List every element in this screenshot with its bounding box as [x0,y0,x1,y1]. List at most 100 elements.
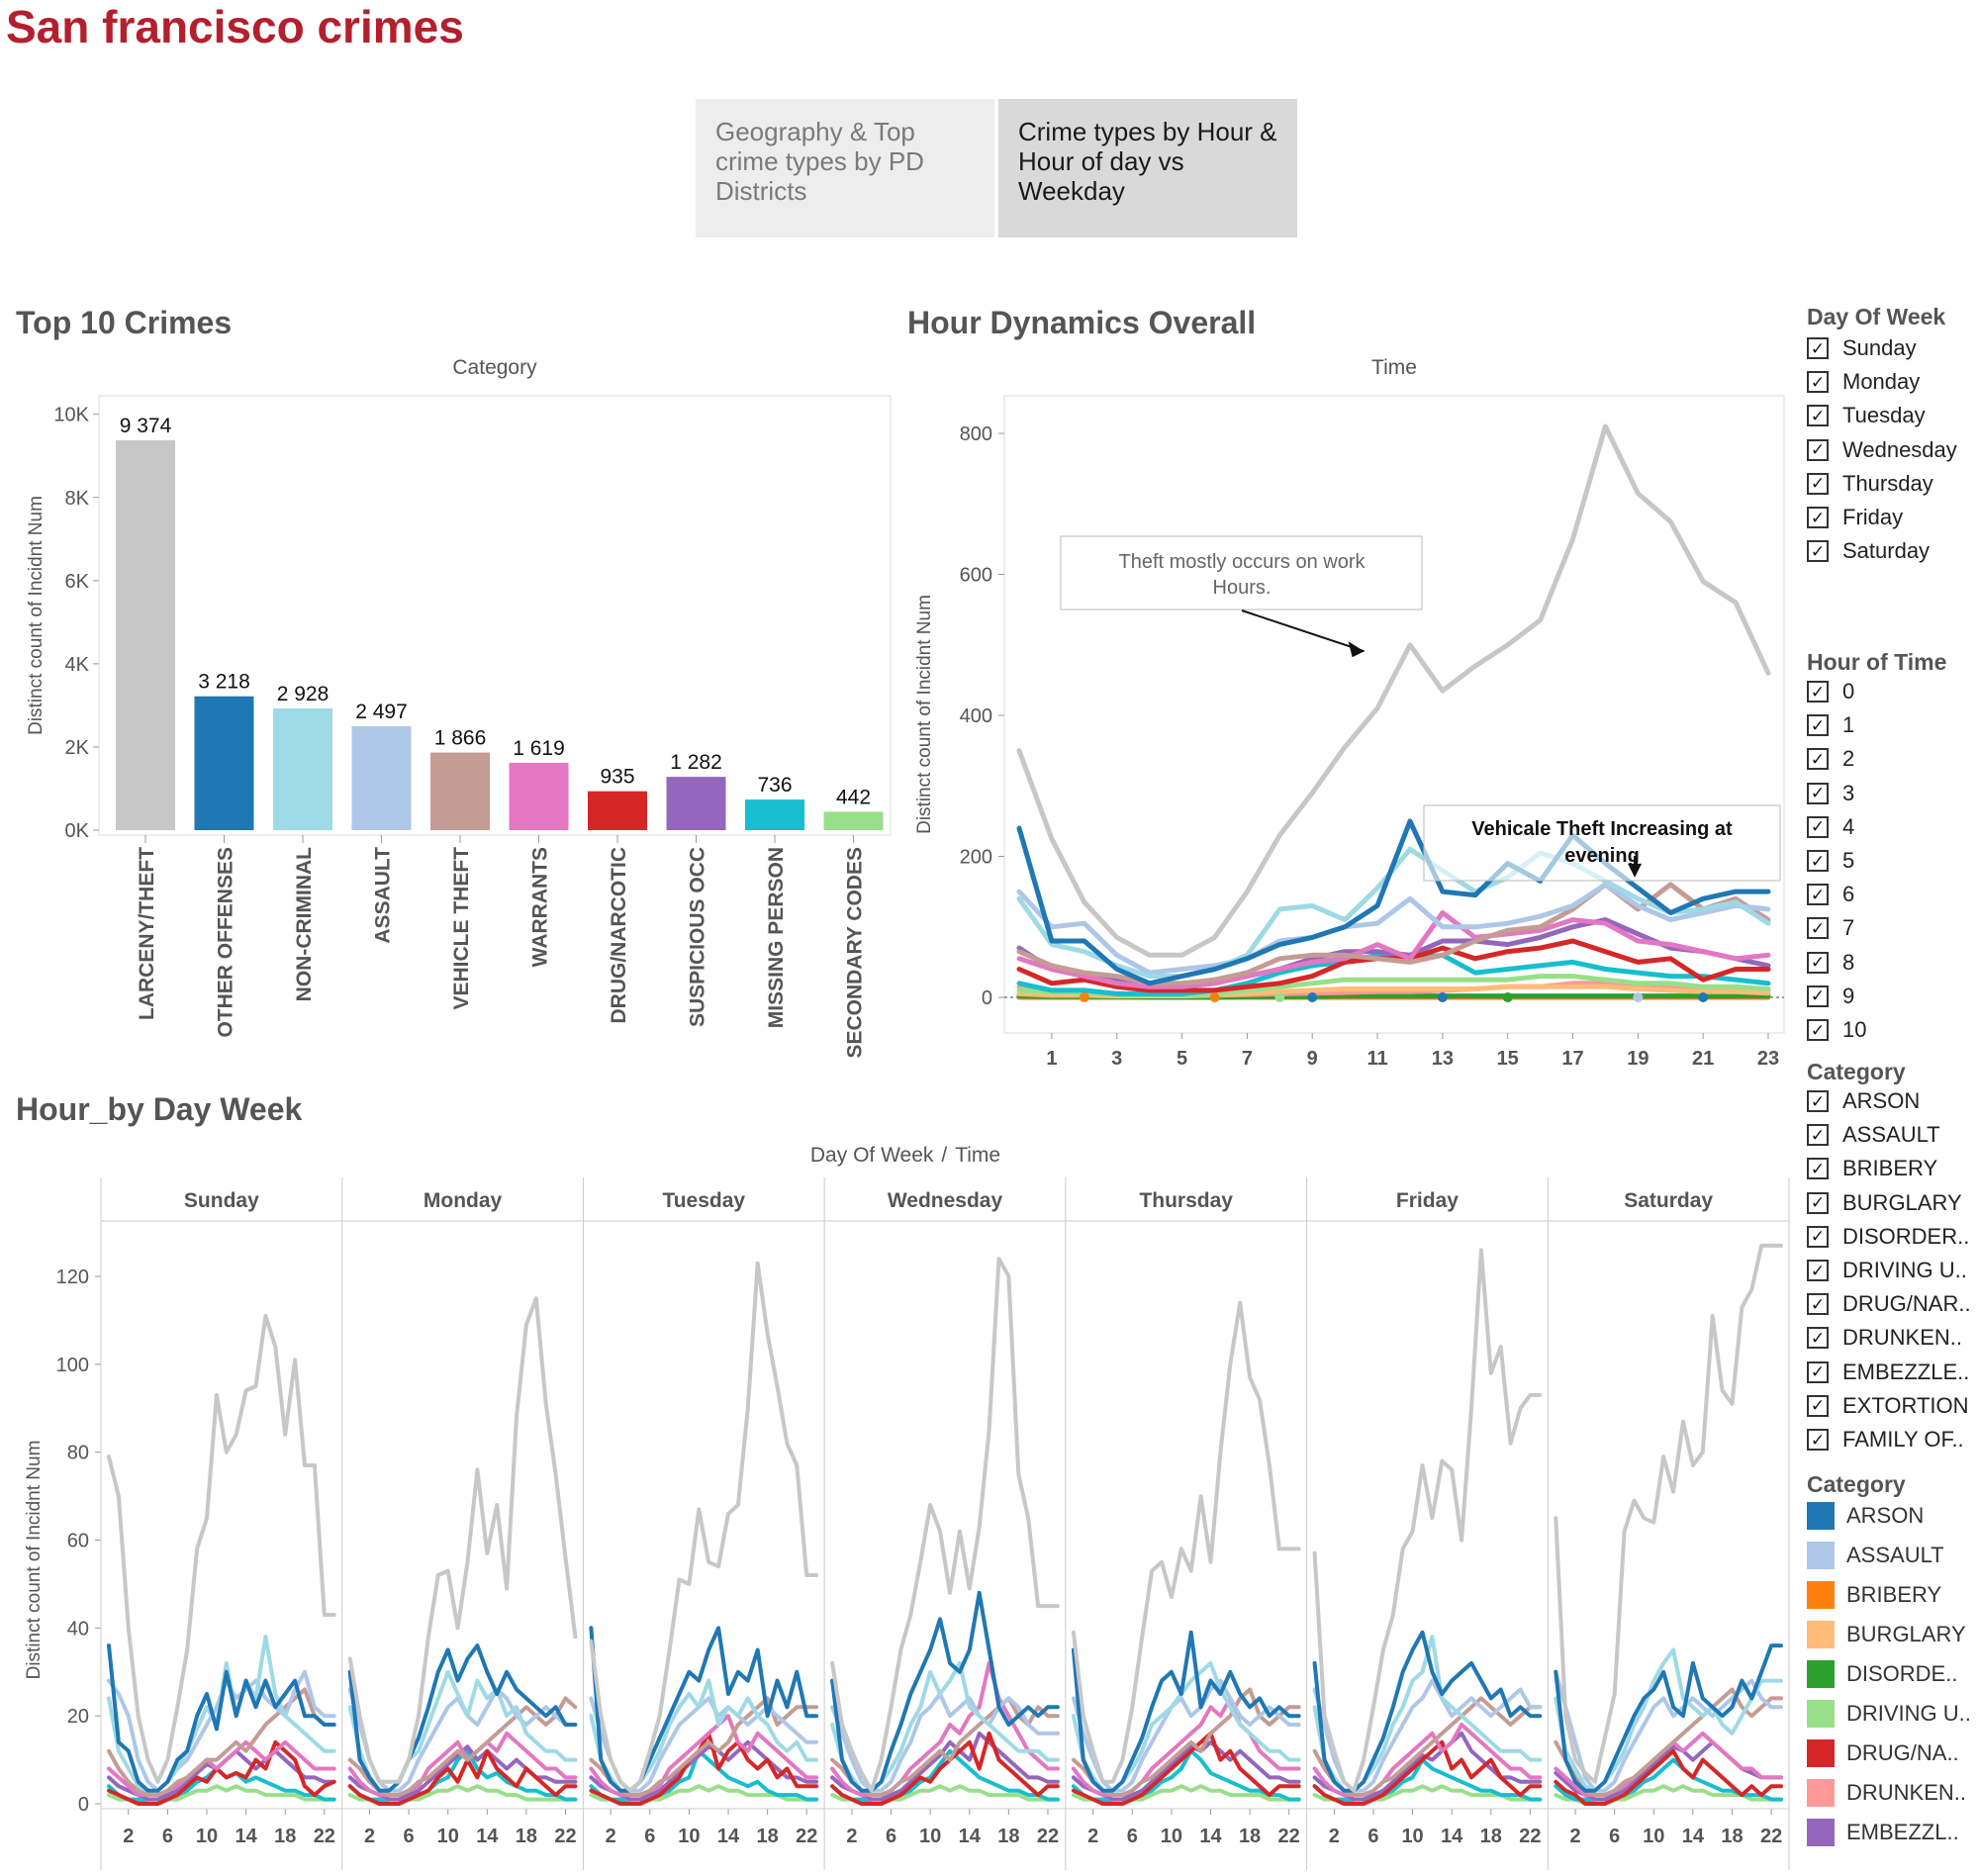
checkbox-checked-icon[interactable]: ✓ [1807,748,1829,771]
zero-point [1209,992,1220,1002]
checkbox-checked-icon[interactable]: ✓ [1807,507,1829,528]
checkbox-checked-icon[interactable]: ✓ [1807,714,1829,737]
filter-option[interactable]: ✓ Monday [1807,367,1920,397]
checkbox-checked-icon[interactable]: ✓ [1807,1019,1829,1041]
filter-option[interactable]: ✓ 9 [1807,982,1854,1011]
filter-option[interactable]: ✓ 3 [1807,779,1854,808]
legend-swatch [1807,1700,1835,1728]
filter-option[interactable]: ✓ EMBEZZLE.. [1807,1358,1969,1387]
facet-header: Thursday [1139,1189,1233,1212]
filter-option[interactable]: ✓ DRUNKEN.. [1807,1323,1962,1353]
filter-option-label: Tuesday [1842,403,1926,428]
filter-option[interactable]: ✓ 2 [1807,744,1854,774]
facet-x-tick-label: 10 [196,1826,218,1847]
filter-option[interactable]: ✓ 4 [1807,812,1854,842]
legend-label: BURGLARY [1846,1622,1966,1646]
filter-option[interactable]: ✓ ARSON [1807,1086,1920,1116]
bar-value-label: 9 374 [120,415,172,437]
filter-option[interactable]: ✓ ASSAULT [1807,1120,1940,1150]
legend-item[interactable]: DRUNKEN.. [1807,1778,1966,1808]
filter-option[interactable]: ✓ 1 [1807,710,1854,740]
checkbox-checked-icon[interactable]: ✓ [1807,1158,1829,1180]
checkbox-checked-icon[interactable]: ✓ [1807,1327,1829,1350]
filter-option-label: 5 [1842,848,1855,873]
facet-x-tick-label: 22 [1278,1826,1300,1847]
bar-category-label: SUSPICIOUS OCC [687,847,709,1027]
legend-item[interactable]: DRUG/NA.. [1807,1738,1959,1768]
legend-item[interactable]: DISORDE.. [1807,1659,1957,1689]
filter-option[interactable]: ✓ DRIVING U.. [1807,1256,1967,1285]
checkbox-checked-icon[interactable]: ✓ [1807,540,1829,563]
bar [116,440,175,830]
facet-series-line [347,1643,578,1793]
facet-header: Wednesday [888,1189,1003,1212]
filter-option[interactable]: ✓ EXTORTION [1807,1391,1969,1421]
facet-series-line [589,1739,819,1802]
filter-option[interactable]: ✓ Sunday [1807,333,1917,363]
filter-option[interactable]: ✓ Saturday [1807,536,1930,566]
filter-option[interactable]: ✓ 8 [1807,948,1854,978]
legend-item[interactable]: BURGLARY [1807,1620,1966,1649]
filter-option[interactable]: ✓ 5 [1807,846,1854,876]
checkbox-checked-icon[interactable]: ✓ [1807,850,1829,872]
checkbox-checked-icon[interactable]: ✓ [1807,438,1829,461]
checkbox-checked-icon[interactable]: ✓ [1807,405,1829,427]
checkbox-checked-icon[interactable]: ✓ [1807,1360,1829,1383]
checkbox-checked-icon[interactable]: ✓ [1807,1293,1829,1316]
tab-geography[interactable]: Geography & Top crime types by PD Distri… [696,99,994,237]
checkbox-checked-icon[interactable]: ✓ [1807,371,1829,394]
checkbox-checked-icon[interactable]: ✓ [1807,1429,1829,1451]
filter-option[interactable]: ✓ 10 [1807,1015,1866,1045]
checkbox-checked-icon[interactable]: ✓ [1807,815,1829,838]
filter-option-label: Monday [1842,369,1921,395]
filter-option[interactable]: ✓ DISORDER.. [1807,1222,1969,1252]
filter-option[interactable]: ✓ 0 [1807,677,1854,706]
legend-item[interactable]: EMBEZZL.. [1807,1818,1959,1847]
legend-label: DRUNKEN.. [1846,1780,1967,1805]
filter-option[interactable]: ✓ Thursday [1807,469,1933,499]
checkbox-checked-icon[interactable]: ✓ [1807,1124,1829,1147]
checkbox-checked-icon[interactable]: ✓ [1807,681,1829,703]
checkbox-checked-icon[interactable]: ✓ [1807,1191,1829,1214]
annotation-vehicle: Vehicale Theft Increasing at evening [1423,804,1781,882]
facet-series-line [830,1696,1060,1798]
legend-item[interactable]: BRIBERY [1807,1580,1941,1610]
filter-option-label: Wednesday [1842,436,1957,462]
filter-option[interactable]: ✓ BRIBERY [1807,1154,1937,1183]
filter-option[interactable]: ✓ 6 [1807,880,1854,909]
filter-option[interactable]: ✓ FAMILY OF.. [1807,1425,1964,1454]
facet-x-tick-label: 14 [959,1826,982,1847]
checkbox-checked-icon[interactable]: ✓ [1807,917,1829,940]
filter-option[interactable]: ✓ Friday [1807,503,1903,532]
legend-swatch [1807,1621,1835,1648]
facet-x-tick-label: 2 [1570,1826,1581,1847]
facet-series-line [347,1296,578,1784]
filter-option[interactable]: ✓ DRUG/NAR.. [1807,1289,1971,1319]
filter-option[interactable]: ✓ Wednesday [1807,435,1957,465]
checkbox-checked-icon[interactable]: ✓ [1807,337,1829,359]
checkbox-checked-icon[interactable]: ✓ [1807,985,1829,1007]
filter-option[interactable]: ✓ BURGLARY [1807,1188,1962,1218]
tab-crime-types[interactable]: Crime types by Hour & Hour of day vs Wee… [998,99,1297,237]
legend-item[interactable]: DRIVING U.. [1807,1699,1971,1729]
checkbox-checked-icon[interactable]: ✓ [1807,1260,1829,1281]
checkbox-checked-icon[interactable]: ✓ [1807,951,1829,974]
facet-x-tick-label: 14 [1441,1826,1463,1847]
legend-item[interactable]: ARSON [1807,1501,1924,1531]
checkbox-checked-icon[interactable]: ✓ [1807,782,1829,804]
checkbox-checked-icon[interactable]: ✓ [1807,472,1829,495]
facet-y-tick-label: 40 [67,1618,89,1640]
legend-swatch [1807,1502,1835,1530]
checkbox-checked-icon[interactable]: ✓ [1807,1394,1829,1417]
filter-option[interactable]: ✓ 7 [1807,913,1854,943]
facet-series-line [1312,1248,1543,1793]
checkbox-checked-icon[interactable]: ✓ [1807,1225,1829,1248]
facet-x-tick-label: 10 [919,1826,941,1847]
legend-label: DRIVING U.. [1846,1701,1971,1726]
facet-header: Sunday [184,1189,259,1212]
checkbox-checked-icon[interactable]: ✓ [1807,1090,1829,1112]
bar-value-label: 1 866 [434,727,487,750]
checkbox-checked-icon[interactable]: ✓ [1807,884,1829,906]
filter-option[interactable]: ✓ Tuesday [1807,401,1926,430]
legend-item[interactable]: ASSAULT [1807,1541,1944,1570]
